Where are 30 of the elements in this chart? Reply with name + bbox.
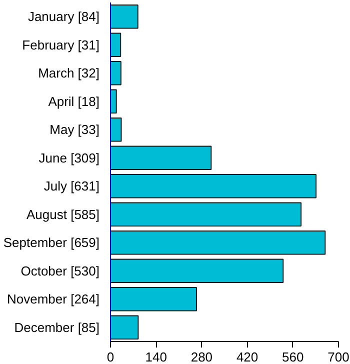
y-tick-label: January [84]	[28, 9, 100, 24]
y-tick-label: November [264]	[7, 292, 100, 307]
bar	[110, 230, 326, 255]
bar	[110, 146, 212, 170]
x-tick-label: 420	[236, 350, 258, 364]
bar	[110, 174, 317, 198]
bar	[110, 202, 302, 226]
x-tick-label: 0	[106, 350, 114, 364]
bar	[110, 287, 197, 312]
y-tick-label: April [18]	[48, 94, 100, 109]
bar	[110, 89, 117, 114]
y-tick-label: December [85]	[14, 320, 100, 335]
bar	[110, 32, 122, 57]
bar	[110, 118, 122, 142]
y-tick-label: July [631]	[44, 178, 100, 194]
bar	[110, 315, 139, 340]
bar	[110, 4, 138, 29]
y-tick-label: February [31]	[22, 37, 100, 52]
y-tick-label: August [585]	[26, 206, 100, 222]
y-tick-label: June [309]	[38, 150, 100, 166]
x-tick-label: 140	[145, 350, 167, 364]
bar	[110, 258, 284, 283]
y-tick-label: October [530]	[20, 263, 100, 278]
x-tick-label: 280	[190, 350, 213, 364]
y-tick-label: May [33]	[50, 122, 100, 138]
bar	[110, 61, 122, 86]
x-tick-label: 560	[282, 350, 304, 364]
x-tick-label: 700	[328, 350, 350, 364]
y-tick-label: March [32]	[38, 66, 100, 81]
y-tick-label: September [659]	[3, 235, 100, 250]
